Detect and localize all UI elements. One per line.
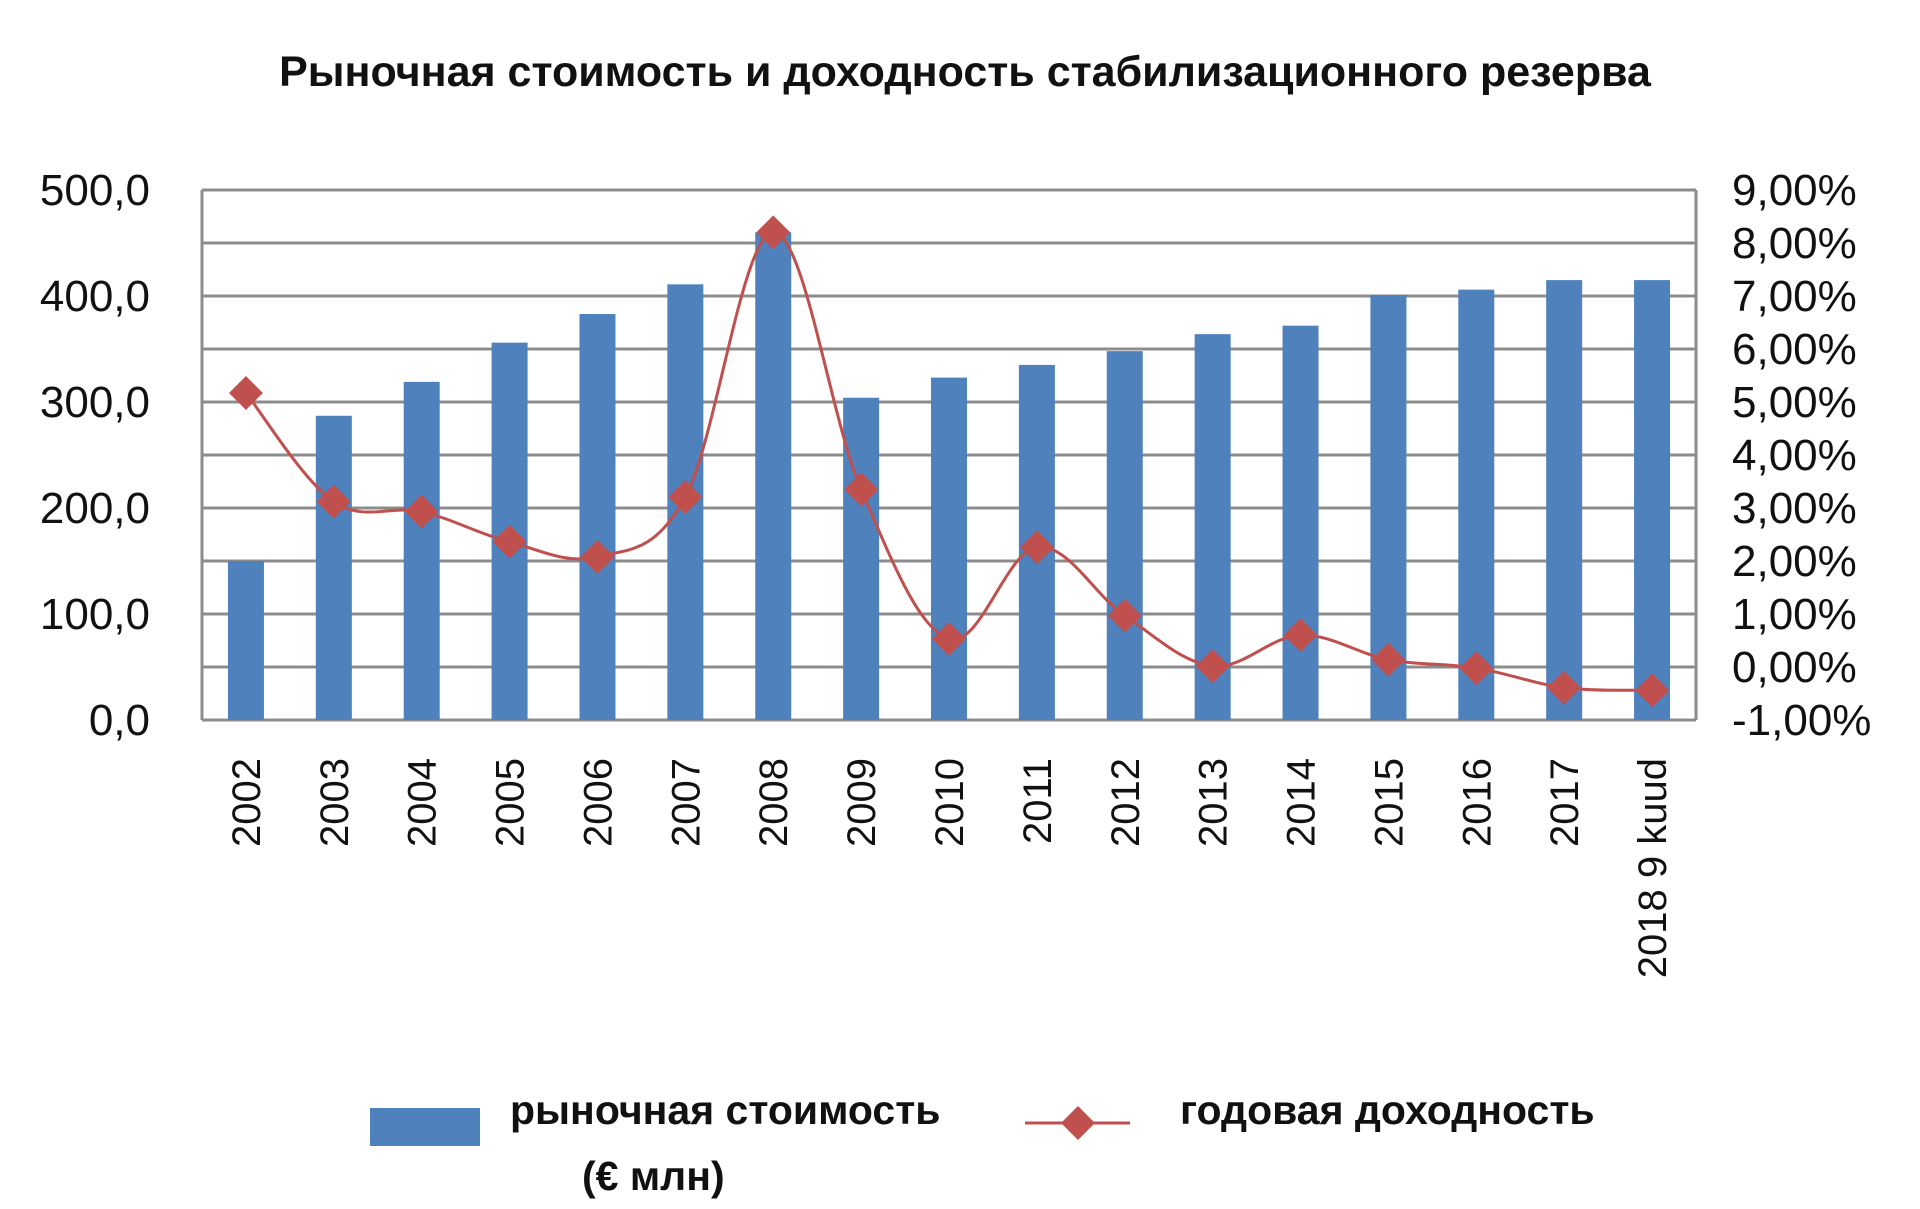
bars	[227, 232, 1671, 720]
left-tick-label: 0,0	[89, 696, 150, 745]
yield-line	[228, 215, 1670, 708]
left-tick-label: 400,0	[40, 272, 150, 321]
legend-bar-swatch	[370, 1108, 480, 1146]
right-tick-label: 0,00%	[1732, 643, 1857, 692]
chart-title: Рыночная стоимость и доходность стабилиз…	[279, 48, 1652, 96]
bar-2003	[315, 415, 352, 720]
right-tick-label: 9,00%	[1732, 166, 1857, 215]
yield-marker-2016	[1459, 651, 1494, 686]
bar-2010	[931, 377, 967, 720]
yield-marker-2002	[228, 376, 263, 410]
bar-2006	[579, 314, 616, 720]
right-tick-label: 1,00%	[1732, 590, 1857, 639]
yield-marker-2006	[580, 539, 615, 574]
x-tick-label: 2002	[225, 758, 269, 847]
left-tick-label: 300,0	[40, 378, 150, 427]
yield-marker-2010	[932, 621, 966, 656]
left-tick-label: 500,0	[40, 166, 150, 215]
x-axis-ticks: 2002 2003 2004 2005 2006 2007 2008 2009 2010 2011…	[225, 758, 1675, 978]
right-tick-label: 7,00%	[1732, 272, 1857, 321]
left-tick-label: 100,0	[40, 590, 150, 639]
yield-marker-2017	[1547, 670, 1582, 705]
bar-2004	[403, 381, 440, 720]
bar-2018-9-kuud	[1634, 280, 1671, 720]
bar-2012	[1106, 351, 1143, 720]
bar-2009	[843, 397, 880, 720]
x-tick-label: 2005	[489, 758, 533, 847]
x-tick-label: 2011	[1016, 758, 1060, 844]
bar-2016	[1458, 289, 1495, 720]
x-tick-label: 2006	[576, 758, 620, 847]
x-tick-label: 2014	[1280, 758, 1324, 847]
yield-marker-2013	[1195, 648, 1230, 683]
legend-line-label: годовая доходность	[1180, 1087, 1595, 1133]
x-tick-label: 2013	[1192, 758, 1236, 847]
legend-marker	[1061, 1106, 1095, 1140]
yield-marker-2008	[756, 215, 791, 250]
yield-marker-2007	[668, 479, 703, 514]
bar-2014	[1282, 325, 1319, 720]
x-tick-label: 2010	[928, 758, 972, 847]
x-tick-label: 2008	[752, 758, 796, 847]
yield-marker-2015	[1371, 642, 1406, 677]
x-tick-label: 2017	[1543, 758, 1587, 847]
right-tick-label: 4,00%	[1732, 431, 1857, 480]
legend-bar-label-unit: (€ млн)	[582, 1153, 725, 1199]
legend: рыночная стоимость (€ млн) годовая доход…	[370, 1087, 1595, 1199]
x-tick-label: 2007	[664, 758, 708, 847]
left-tick-label: 200,0	[40, 484, 150, 533]
x-tick-label: 2003	[313, 758, 357, 847]
left-axis-ticks: 0,0 100,0 200,0 300,0 400,0 500,0	[40, 166, 150, 745]
right-tick-label: 3,00%	[1732, 484, 1857, 533]
right-tick-label: 6,00%	[1732, 325, 1857, 374]
right-tick-label: 2,00%	[1732, 537, 1857, 586]
yield-marker-2003	[316, 484, 351, 519]
yield-marker-2005	[492, 524, 527, 559]
x-tick-label: 2015	[1367, 758, 1411, 847]
x-tick-label: 2018 9 kuud	[1631, 758, 1675, 978]
right-tick-label: 5,00%	[1732, 378, 1857, 427]
yield-marker-2009	[844, 472, 879, 507]
yield-marker-2014	[1283, 618, 1318, 653]
right-tick-label: -1,00%	[1732, 696, 1871, 745]
yield-marker-2004	[404, 494, 439, 529]
right-axis-ticks: -1,00%0,00%1,00%2,00%3,00%4,00%5,00%6,00…	[1732, 166, 1871, 745]
yield-marker-2012	[1107, 598, 1142, 633]
bar-2017	[1546, 280, 1583, 720]
x-tick-label: 2004	[401, 758, 445, 847]
yield-marker-2018-9-kuud	[1635, 673, 1670, 708]
x-tick-label: 2009	[840, 758, 884, 847]
bar-2008	[755, 232, 792, 720]
x-tick-label: 2016	[1455, 758, 1499, 847]
bar-2002	[227, 561, 264, 720]
x-tick-label: 2012	[1104, 758, 1148, 847]
right-tick-label: 8,00%	[1732, 219, 1857, 268]
legend-bar-label: рыночная стоимость	[510, 1087, 941, 1133]
yield-marker-2011	[1019, 530, 1054, 565]
